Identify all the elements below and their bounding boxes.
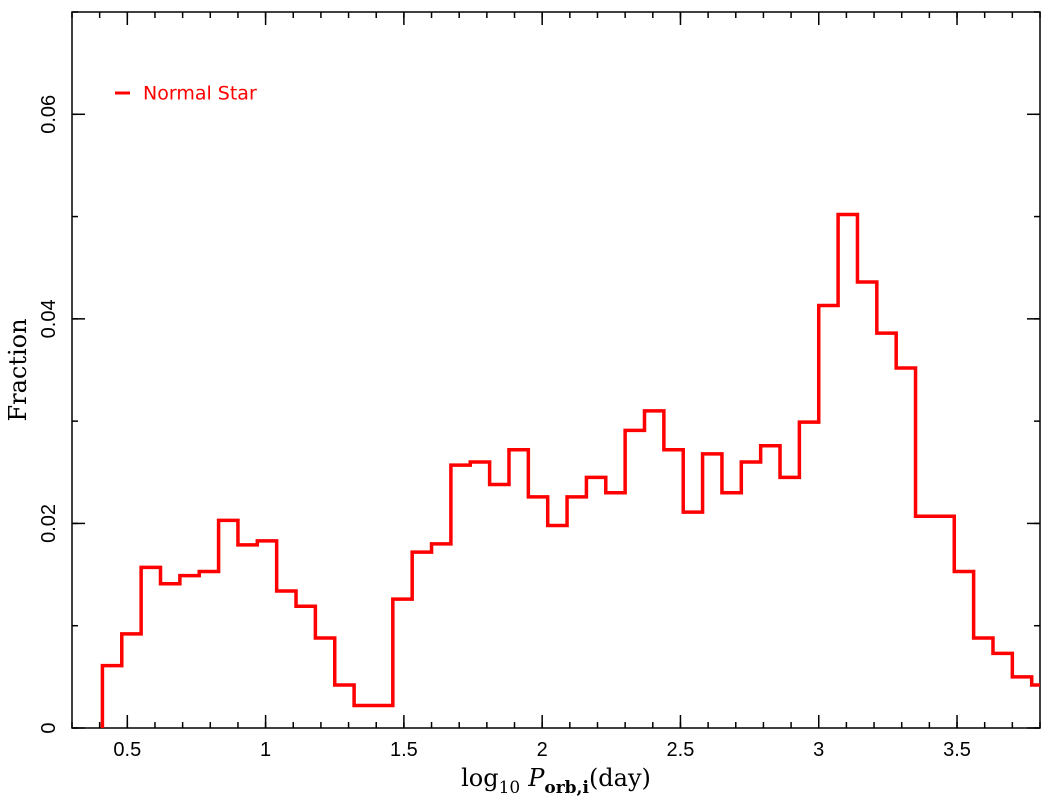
x-axis-title-symbol-sub: orb,i: [544, 778, 589, 798]
x-tick-label: 1: [260, 739, 271, 761]
x-tick-label: 3.5: [943, 739, 971, 761]
x-axis-title: log10 Porb,i(day): [461, 764, 651, 798]
x-axis-title-symbol: P: [527, 764, 545, 792]
x-tick-label: 0.5: [113, 739, 141, 761]
plot-frame: [71, 11, 1041, 729]
x-tick-label: 2.5: [667, 739, 695, 761]
y-axis-tick-labels: 0 0.02 0.04 0.06: [38, 95, 60, 734]
y-tick-label: 0.02: [38, 504, 60, 543]
x-axis-ticks: [71, 12, 1041, 728]
y-tick-label: 0: [38, 722, 60, 733]
y-tick-label: 0.06: [38, 95, 60, 134]
x-tick-label: 1.5: [390, 739, 418, 761]
x-tick-label: 3: [813, 739, 824, 761]
y-tick-label: 0.04: [38, 299, 60, 338]
legend: Normal Star: [115, 83, 257, 105]
x-axis-title-prefix-sub: 10: [499, 778, 521, 798]
y-axis-title: Fraction: [4, 318, 32, 421]
histogram-series-normal-star: [100, 212, 1040, 728]
x-axis-tick-labels: 0.5 1 1.5 2 2.5 3 3.5: [113, 739, 971, 761]
legend-label-normal-star: Normal Star: [143, 83, 257, 105]
x-axis-title-suffix: (day): [589, 764, 651, 792]
x-tick-label: 2: [537, 739, 548, 761]
x-axis-title-prefix: log: [461, 764, 499, 792]
y-axis-ticks: [72, 11, 1040, 729]
